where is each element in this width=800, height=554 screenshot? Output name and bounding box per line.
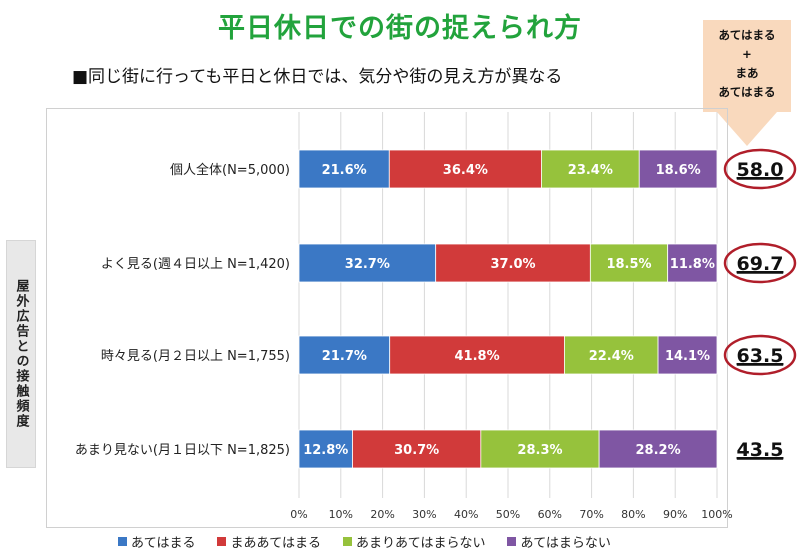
callout-line: + [742,47,752,61]
y-axis-group-label-text: 屋外広告との接触頻度 [13,279,29,429]
bar-data-label: 28.3% [517,443,562,458]
bar-data-label: 22.4% [589,349,634,364]
bar-data-label: 12.8% [303,443,348,458]
bar-data-label: 11.8% [670,257,715,272]
legend-label: あてはまらない [520,536,611,551]
bar-data-label: 23.4% [568,163,613,178]
legend-swatch [118,537,127,546]
legend-label: あてはまる [131,536,196,551]
bar-segment [667,243,718,283]
bar-segment [638,149,718,189]
category-label: 個人全体(N=5,000) [170,162,290,178]
bar-data-label: 21.7% [322,349,367,364]
legend-label: まああてはまる [230,536,321,551]
bar-data-label: 41.8% [455,349,500,364]
callout-box: あてはまる + まあ あてはまる [703,20,791,112]
x-tick-label: 70% [579,508,603,521]
x-tick-label: 30% [412,508,436,521]
bar-data-label: 18.6% [656,163,701,178]
chart-legend: あてはまる まああてはまる あまりあてはまらない あてはまらない [118,532,611,551]
chart-frame [46,108,728,528]
bar-data-label: 32.7% [345,257,390,272]
bar-segment [298,429,353,469]
total-value: 69.7 [737,253,784,275]
bar-data-label: 18.5% [606,257,651,272]
bar-segment [598,429,718,469]
total-highlight-circle [723,148,797,190]
bar-segment [541,149,640,189]
chart-subtitle: ■同じ街に行っても平日と休日では、気分や街の見え方が異なる [72,67,563,87]
y-axis-group-label: 屋外広告との接触頻度 [6,240,36,468]
category-label: あまり見ない(月１日以下 N=1,825) [75,443,290,458]
legend-item: あてはまる [118,532,195,551]
bar-segment [298,335,391,375]
bar-segment [589,243,669,283]
bar-segment [298,243,437,283]
legend-item: まああてはまる [217,532,321,551]
x-tick-label: 90% [663,508,687,521]
bar-data-label: 30.7% [394,443,439,458]
bar-segment [657,335,718,375]
x-tick-label: 100% [701,508,732,521]
x-tick-label: 10% [329,508,353,521]
x-tick-label: 40% [454,508,478,521]
x-tick-label: 0% [290,508,307,521]
bar-data-label: 28.2% [636,443,681,458]
total-value: 63.5 [737,345,784,367]
bar-data-label: 37.0% [490,257,535,272]
bar-segment [480,429,600,469]
legend-swatch [342,537,352,546]
page-title: 平日休日での街の捉えられ方 [218,13,582,44]
total-highlight-circle [723,242,797,284]
legend-item: あまりあてはまらない [342,532,486,551]
category-label: よく見る(週４日以上 N=1,420) [101,257,290,272]
bar-data-label: 21.6% [322,163,367,178]
bar-segment [352,429,482,469]
callout-line: あてはまる [718,28,776,42]
bar-data-label: 36.4% [443,163,488,178]
x-tick-label: 20% [370,508,394,521]
legend-label: あまりあてはまらない [355,536,486,551]
bar-segment [389,335,565,375]
callout-line: まあ [735,66,759,80]
x-tick-label: 60% [538,508,562,521]
legend-swatch [507,537,517,546]
x-tick-label: 80% [621,508,645,521]
total-highlight-circle [723,334,797,376]
bar-segment [435,243,591,283]
bar-data-label: 14.1% [665,349,710,364]
callout-line: あてはまる [718,85,776,99]
legend-swatch [217,537,227,546]
bar-segment [564,335,659,375]
x-tick-label: 50% [496,508,520,521]
legend-item: あてはまらない [507,532,611,551]
category-label: 時々見る(月２日以上 N=1,755) [101,349,290,364]
total-value: 43.5 [737,439,784,461]
total-value: 58.0 [737,159,784,181]
bar-segment [388,149,542,189]
